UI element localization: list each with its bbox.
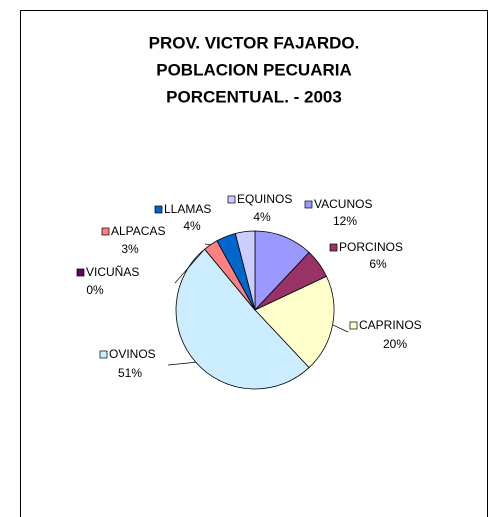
legend-swatch	[227, 195, 236, 204]
legend-swatch	[329, 243, 338, 252]
pie-slice	[175, 248, 310, 390]
slice-value: 12%	[333, 214, 357, 228]
slice-value: 20%	[383, 337, 407, 351]
pie-slice	[254, 230, 310, 312]
legend-swatch	[349, 321, 358, 330]
slice-name: ALPACAS	[111, 224, 165, 238]
slice-name: VICUÑAS	[86, 265, 139, 279]
slice-value: 3%	[121, 242, 139, 256]
slice-name: OVINOS	[109, 347, 156, 361]
legend-swatch	[76, 268, 85, 277]
leader-line	[174, 248, 205, 284]
slice-value: 51%	[118, 366, 142, 380]
slice-name: LLAMAS	[164, 202, 211, 216]
chart-title: POBLACION PECUARIA	[156, 60, 352, 79]
slice-value: 4%	[183, 219, 201, 233]
slice-value: 4%	[253, 210, 271, 224]
slice-name: PORCINOS	[339, 240, 403, 254]
leader-line	[204, 243, 211, 246]
slice-name: CAPRINOS	[359, 318, 422, 332]
slice-value: 6%	[369, 257, 387, 271]
legend-swatch	[99, 350, 108, 359]
leader-line	[332, 324, 349, 333]
legend-swatch	[154, 205, 163, 214]
slice-name: VACUNOS	[314, 197, 372, 211]
legend-swatch	[304, 200, 313, 209]
slice-name: EQUINOS	[237, 192, 292, 206]
chart-title: PORCENTUAL. - 2003	[166, 87, 342, 106]
slice-value: 0%	[86, 283, 104, 297]
chart-title: PROV. VICTOR FAJARDO.	[149, 33, 360, 52]
legend-swatch	[101, 227, 110, 236]
leader-line	[167, 361, 196, 366]
pie-slice	[234, 230, 256, 311]
